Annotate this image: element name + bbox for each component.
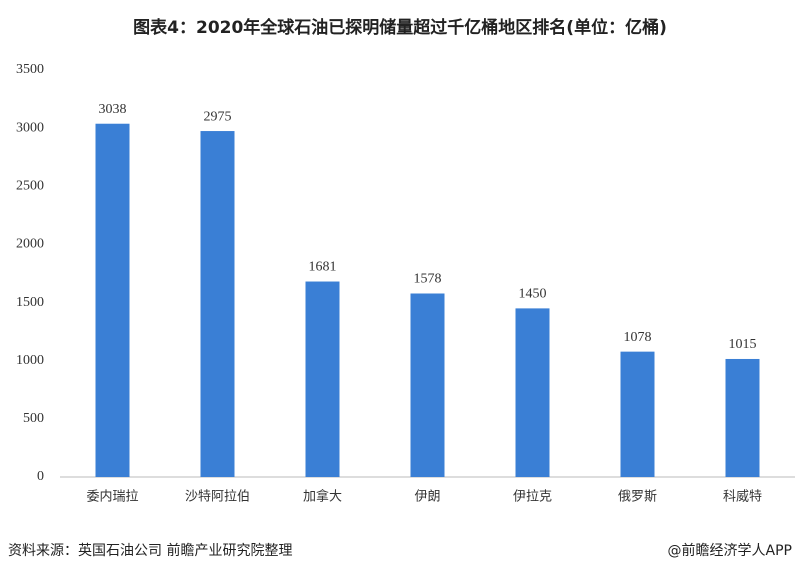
- value-label: 2975: [204, 109, 232, 124]
- bar: [620, 351, 655, 477]
- x-tick-label: 俄罗斯: [618, 490, 657, 505]
- x-tick-label: 加拿大: [303, 489, 342, 505]
- y-tick-label: 1000: [16, 353, 44, 368]
- value-label: 1450: [519, 287, 547, 302]
- y-tick-label: 500: [23, 411, 44, 426]
- x-tick-label: 沙特阿拉伯: [185, 490, 250, 505]
- value-label: 3038: [99, 102, 127, 117]
- bar: [305, 281, 340, 477]
- x-tick-label: 委内瑞拉: [86, 489, 138, 505]
- x-tick-label: 伊朗: [414, 490, 440, 505]
- value-label: 1078: [624, 330, 652, 345]
- bar: [410, 293, 445, 477]
- x-tick-label: 科威特: [723, 490, 762, 505]
- value-label: 1578: [414, 272, 442, 287]
- y-tick-label: 2000: [16, 237, 44, 252]
- y-tick-label: 0: [37, 469, 44, 484]
- y-tick-label: 3500: [16, 62, 44, 77]
- bar: [515, 308, 550, 477]
- x-tick-label: 伊拉克: [513, 490, 552, 505]
- credit: @前瞻经济学人APP: [668, 542, 792, 559]
- value-label: 1015: [729, 337, 757, 352]
- source: 资料来源：英国石油公司 前瞻产业研究院整理: [8, 542, 292, 559]
- bar: [200, 131, 235, 478]
- value-label: 1681: [309, 260, 337, 275]
- bar: [725, 358, 760, 477]
- y-tick-label: 2500: [16, 179, 44, 194]
- bar: [95, 123, 130, 477]
- y-tick-label: 1500: [16, 295, 44, 310]
- y-tick-label: 3000: [16, 120, 44, 135]
- chart-title: 图表4：2020年全球石油已探明储量超过千亿桶地区排名(单位：亿桶): [133, 17, 667, 38]
